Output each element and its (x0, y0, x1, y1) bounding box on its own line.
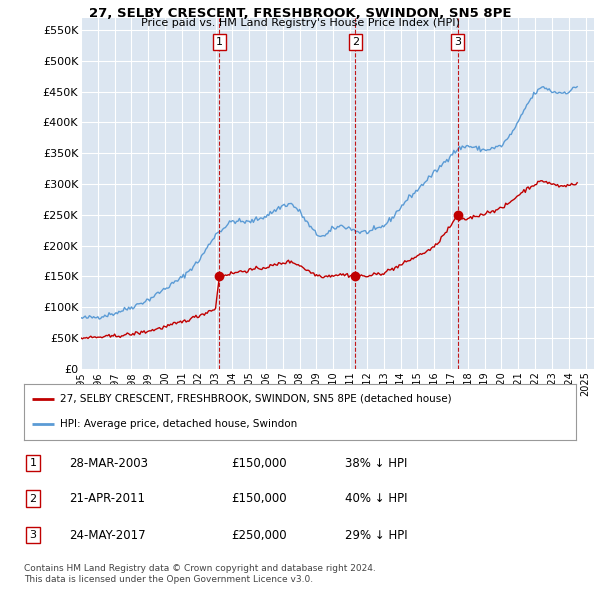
Text: £250,000: £250,000 (231, 529, 287, 542)
Text: 24-MAY-2017: 24-MAY-2017 (69, 529, 146, 542)
Text: 28-MAR-2003: 28-MAR-2003 (69, 457, 148, 470)
Text: 1: 1 (216, 37, 223, 47)
Text: 2: 2 (352, 37, 359, 47)
Text: Price paid vs. HM Land Registry's House Price Index (HPI): Price paid vs. HM Land Registry's House … (140, 18, 460, 28)
Text: £150,000: £150,000 (231, 457, 287, 470)
Text: 2: 2 (29, 494, 37, 503)
Text: 3: 3 (454, 37, 461, 47)
Text: 1: 1 (29, 458, 37, 468)
Text: 40% ↓ HPI: 40% ↓ HPI (345, 492, 407, 505)
Text: 38% ↓ HPI: 38% ↓ HPI (345, 457, 407, 470)
Text: £150,000: £150,000 (231, 492, 287, 505)
Text: This data is licensed under the Open Government Licence v3.0.: This data is licensed under the Open Gov… (24, 575, 313, 584)
Text: 3: 3 (29, 530, 37, 540)
Text: 21-APR-2011: 21-APR-2011 (69, 492, 145, 505)
Text: 29% ↓ HPI: 29% ↓ HPI (345, 529, 407, 542)
Text: HPI: Average price, detached house, Swindon: HPI: Average price, detached house, Swin… (60, 419, 297, 430)
Text: 27, SELBY CRESCENT, FRESHBROOK, SWINDON, SN5 8PE (detached house): 27, SELBY CRESCENT, FRESHBROOK, SWINDON,… (60, 394, 452, 404)
Text: Contains HM Land Registry data © Crown copyright and database right 2024.: Contains HM Land Registry data © Crown c… (24, 564, 376, 573)
Text: 27, SELBY CRESCENT, FRESHBROOK, SWINDON, SN5 8PE: 27, SELBY CRESCENT, FRESHBROOK, SWINDON,… (89, 7, 511, 20)
